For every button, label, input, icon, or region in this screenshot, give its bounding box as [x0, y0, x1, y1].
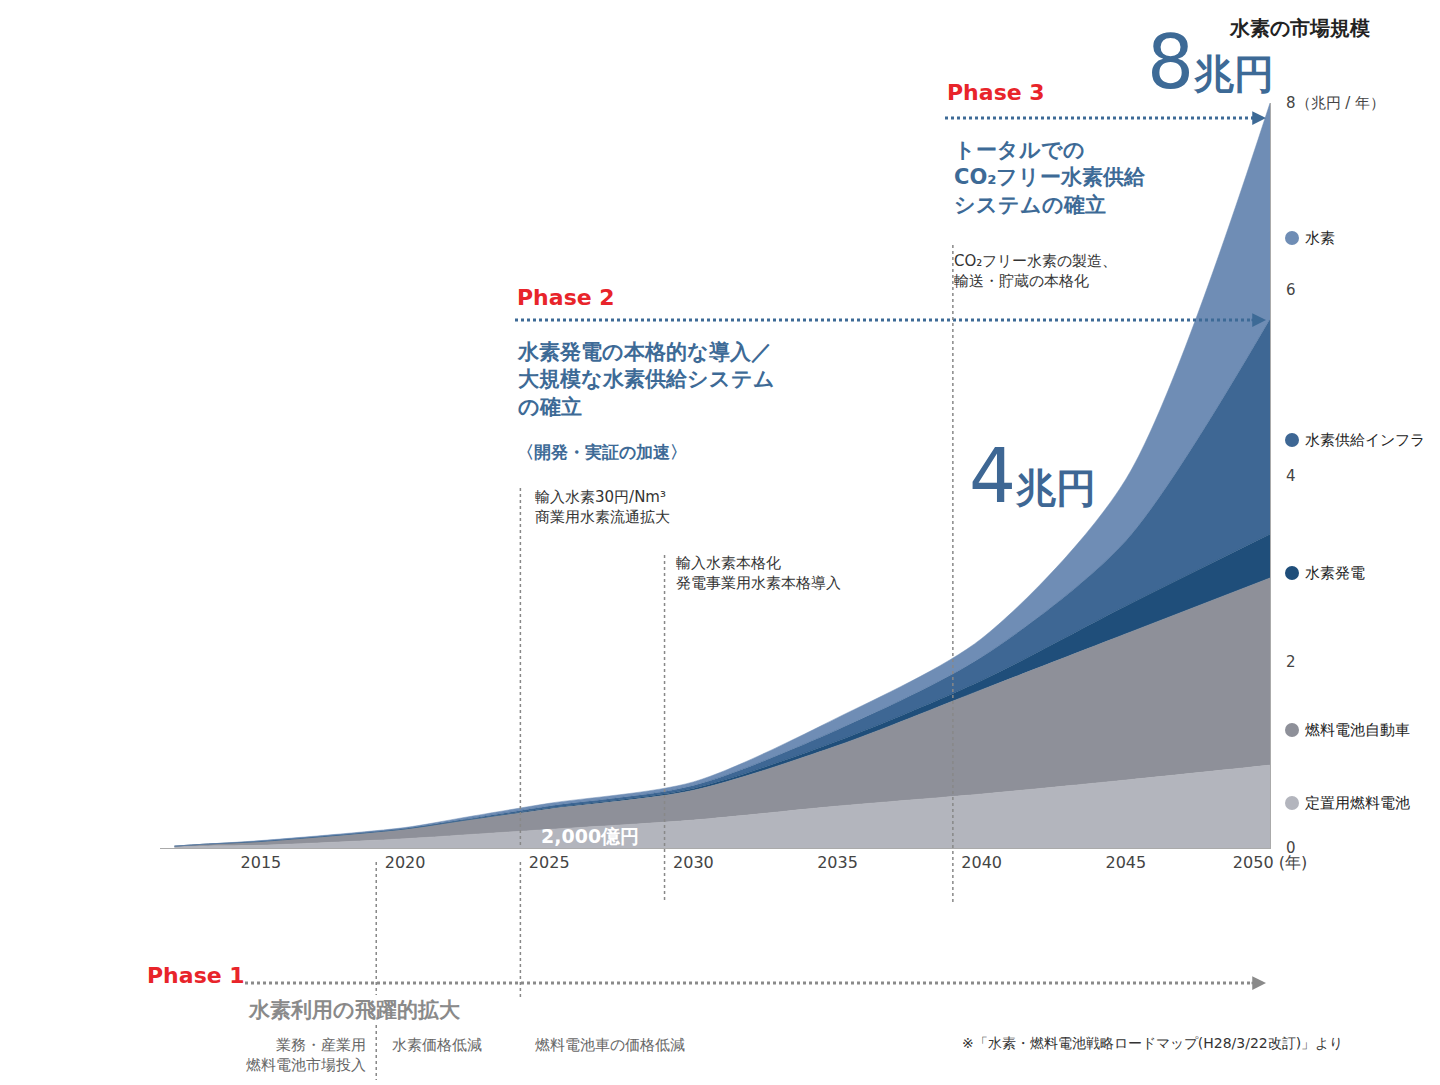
svg-text:2045: 2045 — [1105, 853, 1146, 872]
svg-text:輸入水素30円/Nm³商業用水素流通拡大: 輸入水素30円/Nm³商業用水素流通拡大 — [535, 488, 670, 526]
svg-text:水素価格低減: 水素価格低減 — [392, 1036, 482, 1054]
svg-text:2: 2 — [1286, 653, 1296, 671]
svg-text:4: 4 — [1286, 467, 1296, 485]
svg-text:燃料電池車の価格低減: 燃料電池車の価格低減 — [535, 1036, 685, 1054]
svg-text:2025: 2025 — [529, 853, 570, 872]
svg-text:〈開発・実証の加速〉: 〈開発・実証の加速〉 — [517, 442, 687, 462]
svg-text:水素利用の飛躍的拡大: 水素利用の飛躍的拡大 — [248, 998, 461, 1022]
svg-text:8兆円: 8兆円 — [1147, 19, 1274, 105]
svg-text:業務・産業用燃料電池市場投入: 業務・産業用燃料電池市場投入 — [246, 1036, 366, 1074]
svg-text:Phase 3: Phase 3 — [947, 80, 1045, 105]
svg-text:CO₂フリー水素の製造、輸送・貯蔵の本格化: CO₂フリー水素の製造、輸送・貯蔵の本格化 — [954, 252, 1117, 290]
svg-text:※「水素・燃料電池戦略ロードマップ(H28/3/22改訂)」: ※「水素・燃料電池戦略ロードマップ(H28/3/22改訂)」より — [962, 1035, 1343, 1051]
svg-text:輸入水素本格化発電事業用水素本格導入: 輸入水素本格化発電事業用水素本格導入 — [676, 554, 841, 592]
svg-text:4兆円: 4兆円 — [969, 433, 1096, 519]
svg-text:2040: 2040 — [961, 853, 1002, 872]
svg-text:水素発電: 水素発電 — [1305, 564, 1365, 582]
svg-text:水素供給インフラ: 水素供給インフラ — [1305, 431, 1425, 449]
svg-text:2030: 2030 — [673, 853, 714, 872]
svg-text:水素発電の本格的な導入／大規模な水素供給システムの確立: 水素発電の本格的な導入／大規模な水素供給システムの確立 — [517, 340, 775, 419]
svg-text:2050 (年): 2050 (年) — [1233, 853, 1307, 872]
svg-text:定置用燃料電池: 定置用燃料電池 — [1305, 794, 1410, 812]
svg-text:水素の市場規模: 水素の市場規模 — [1229, 16, 1370, 40]
svg-text:2,000億円: 2,000億円 — [541, 825, 639, 847]
svg-text:燃料電池自動車: 燃料電池自動車 — [1305, 721, 1410, 739]
svg-text:8（兆円 / 年）: 8（兆円 / 年） — [1286, 94, 1385, 112]
svg-text:Phase 2: Phase 2 — [517, 285, 615, 310]
svg-text:水素: 水素 — [1305, 229, 1335, 247]
svg-text:0: 0 — [1286, 839, 1296, 857]
svg-text:2015: 2015 — [241, 853, 282, 872]
svg-text:2035: 2035 — [817, 853, 858, 872]
svg-text:トータルでのCO₂フリー水素供給システムの確立: トータルでのCO₂フリー水素供給システムの確立 — [954, 138, 1146, 217]
svg-text:2020: 2020 — [385, 853, 426, 872]
svg-text:Phase 1: Phase 1 — [147, 963, 245, 988]
svg-text:6: 6 — [1286, 281, 1296, 299]
